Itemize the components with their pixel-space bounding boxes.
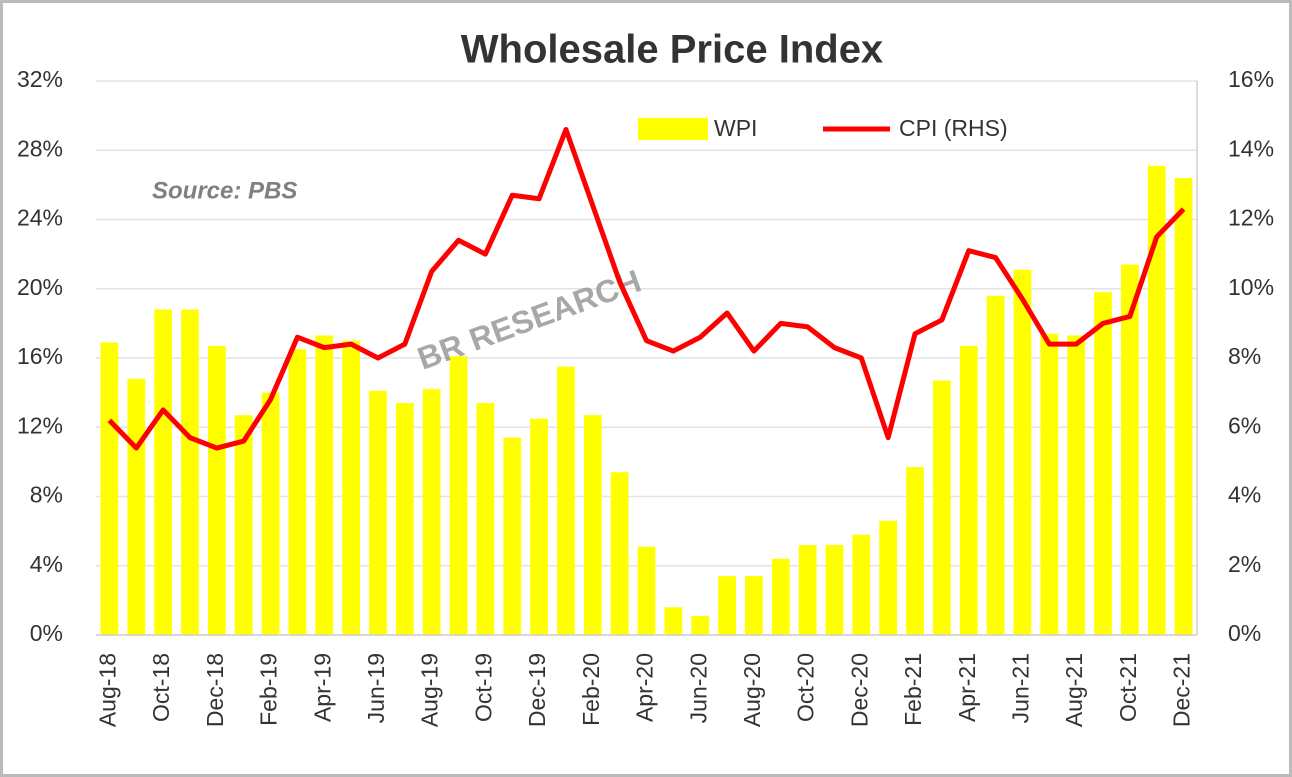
y2-tick-label: 4% [1228, 482, 1261, 508]
line [107, 126, 1186, 451]
bar [127, 378, 146, 635]
x-tick-label: Jun-19 [363, 653, 389, 723]
bar [691, 615, 710, 635]
chart-title: Wholesale Price Index [461, 28, 883, 72]
x-tick-label: Oct-21 [1115, 653, 1141, 722]
x-tick-label: Aug-19 [417, 653, 443, 727]
source-note: Source: PBS [152, 177, 297, 204]
bar [986, 295, 1005, 635]
x-tick-label: Dec-18 [202, 653, 228, 727]
x-tick-label: Oct-18 [148, 653, 174, 722]
bar [154, 309, 172, 635]
bar [422, 389, 441, 635]
bar [879, 520, 898, 635]
y-tick-label: 8% [30, 482, 63, 508]
bar [1094, 292, 1112, 635]
y2-tick-label: 6% [1228, 412, 1261, 438]
bar [261, 392, 280, 635]
bar [610, 472, 629, 635]
y2-tick-label: 10% [1228, 274, 1274, 300]
x-tick-label: Jun-20 [685, 653, 711, 723]
bar [100, 342, 119, 635]
bar [395, 403, 414, 635]
bar [583, 415, 602, 635]
x-tick-label: Aug-21 [1061, 653, 1087, 727]
bar [1174, 177, 1193, 635]
bar [1147, 165, 1166, 636]
bar [1121, 264, 1139, 635]
y-tick-label: 4% [30, 551, 63, 577]
y-tick-label: 20% [17, 274, 63, 300]
bar [1013, 269, 1032, 635]
bar [1067, 335, 1086, 635]
bar [1040, 333, 1059, 635]
x-tick-label: Dec-19 [524, 653, 550, 727]
y2-tick-label: 8% [1228, 343, 1261, 369]
legend-label: WPI [714, 115, 757, 141]
bar [906, 467, 924, 635]
x-tick-label: Aug-20 [739, 653, 765, 727]
y2-tick-label: 16% [1228, 66, 1274, 92]
x-tick-label: Dec-20 [846, 653, 872, 727]
bar [530, 418, 548, 635]
bar [449, 356, 468, 635]
y2-tick-label: 2% [1228, 551, 1261, 577]
bar [933, 380, 951, 635]
bar [288, 349, 307, 635]
bar [181, 309, 199, 635]
bar [557, 366, 575, 635]
bar [852, 534, 871, 635]
x-tick-label: Oct-20 [793, 653, 819, 722]
y-tick-label: 16% [17, 343, 63, 369]
x-tick-label: Feb-21 [900, 653, 926, 726]
x-tick-label: Jun-21 [1008, 653, 1034, 723]
y2-tick-label: 0% [1228, 620, 1261, 646]
y-tick-label: 0% [30, 620, 63, 646]
bar [664, 607, 683, 635]
y-tick-label: 12% [17, 412, 63, 438]
x-tick-label: Dec-21 [1169, 653, 1195, 727]
bar [825, 544, 844, 635]
x-tick-label: Aug-18 [95, 653, 121, 727]
y-tick-label: 24% [17, 205, 63, 231]
bar [342, 340, 360, 635]
x-tick-label: Feb-20 [578, 653, 604, 726]
bar [771, 558, 790, 635]
bar [369, 390, 387, 635]
bar [745, 576, 763, 635]
x-tick-label: Oct-19 [470, 653, 496, 722]
bar [207, 345, 226, 635]
bar [637, 546, 656, 635]
bar [315, 335, 334, 635]
y2-tick-label: 12% [1228, 205, 1274, 231]
legend-label: CPI (RHS) [899, 115, 1008, 141]
bar [476, 403, 495, 635]
x-tick-label: Apr-20 [632, 653, 658, 722]
bar [503, 437, 522, 635]
x-tick-label: Apr-21 [954, 653, 980, 722]
y-tick-label: 32% [17, 66, 63, 92]
bar [234, 415, 253, 635]
x-tick-label: Apr-19 [309, 653, 335, 722]
legend-swatch [638, 118, 708, 140]
bar [798, 544, 817, 635]
x-tick-label: Feb-19 [256, 653, 282, 726]
y2-tick-label: 14% [1228, 135, 1274, 161]
bar [718, 576, 736, 635]
bar [959, 345, 978, 635]
y-tick-label: 28% [17, 135, 63, 161]
